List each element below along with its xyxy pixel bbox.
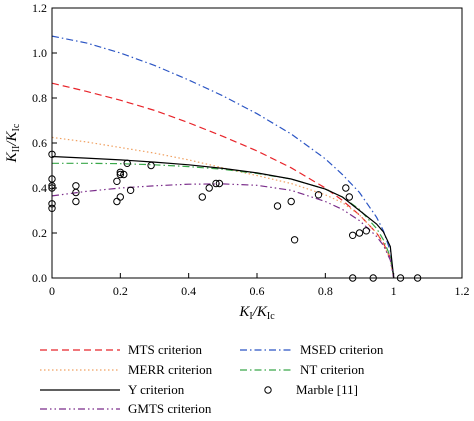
x-tick-label: 0 bbox=[49, 284, 55, 298]
x-tick-label: 0.6 bbox=[250, 284, 265, 298]
legend-label-6: GMTS criterion bbox=[128, 401, 212, 416]
legend-label-1: MSED criterion bbox=[300, 342, 384, 357]
marble-point bbox=[205, 184, 213, 192]
x-axis-label: KI/KIc bbox=[238, 304, 275, 322]
x-label-sub2: Ic bbox=[267, 311, 275, 322]
marble-point bbox=[120, 170, 128, 179]
series-line-0 bbox=[51, 82, 395, 279]
marble-point bbox=[345, 193, 353, 201]
series-line-2 bbox=[51, 136, 395, 279]
marble-point bbox=[362, 227, 370, 235]
marble-point bbox=[147, 161, 155, 170]
marble-point bbox=[212, 179, 220, 188]
x-tick-label: 0.8 bbox=[318, 284, 333, 298]
y-label-main: K bbox=[4, 151, 20, 163]
marble-point bbox=[116, 193, 125, 201]
series-line-3 bbox=[52, 162, 395, 279]
marble-point bbox=[116, 170, 125, 179]
marble-point bbox=[290, 236, 299, 244]
marble-point bbox=[113, 177, 121, 186]
marble-point bbox=[273, 202, 282, 210]
y-tick-label: 0.4 bbox=[32, 181, 47, 195]
marble-point bbox=[72, 182, 80, 190]
x-tick-label: 1.2 bbox=[455, 284, 470, 298]
marble-point bbox=[215, 179, 224, 188]
marble-point bbox=[314, 191, 323, 199]
marble-point bbox=[72, 197, 80, 206]
y-tick-label: 1.0 bbox=[32, 46, 47, 60]
y-tick-label: 0.6 bbox=[32, 136, 47, 150]
legend-swatch-5 bbox=[264, 386, 272, 394]
x-label-main: K bbox=[238, 304, 250, 320]
y-axis-label: KII/KIc bbox=[4, 123, 22, 163]
curves-layer bbox=[51, 35, 395, 279]
y-label-sub1: II bbox=[11, 146, 22, 153]
series-line-6 bbox=[51, 183, 395, 279]
marble-point bbox=[72, 188, 80, 197]
y-tick-label: 0.2 bbox=[32, 226, 47, 240]
marble-point bbox=[198, 193, 207, 201]
series-line-1 bbox=[51, 35, 395, 279]
x-tick-label: 0.4 bbox=[181, 284, 196, 298]
y-tick-label: 0.8 bbox=[32, 91, 47, 105]
ticks-layer: 0 0.2 0.4 0.6 0.8 1 1.2 0.0 0.2 0.4 0.6 0.8 1.0 1.2 bbox=[32, 1, 470, 298]
series-line-4 bbox=[51, 155, 395, 279]
marble-point bbox=[113, 197, 121, 206]
x-tick-label: 1 bbox=[391, 284, 397, 298]
legend-label-3: NT criterion bbox=[300, 362, 365, 377]
legend-label-0: MTS criterion bbox=[128, 342, 203, 357]
marble-point bbox=[355, 229, 364, 237]
y-label-sep: /K bbox=[4, 130, 20, 146]
marble-point bbox=[126, 186, 135, 195]
legend-label-5: Marble [11] bbox=[296, 382, 358, 397]
x-label-sep: /K bbox=[252, 304, 268, 320]
marble-point bbox=[349, 231, 357, 240]
y-tick-label: 1.2 bbox=[32, 1, 47, 15]
marble-point bbox=[123, 159, 131, 168]
y-label-sub2: Ic bbox=[11, 123, 22, 131]
plot-frame bbox=[51, 7, 463, 279]
y-tick-label: 0.0 bbox=[32, 271, 47, 285]
legend-label-4: Y criterion bbox=[128, 382, 185, 397]
legend-label-2: MERR criterion bbox=[128, 362, 213, 377]
marble-point bbox=[287, 197, 295, 206]
legend: MTS criterion MSED criterion MERR criterio… bbox=[40, 342, 384, 416]
marble-point bbox=[342, 184, 350, 192]
x-tick-label: 0.2 bbox=[113, 284, 128, 298]
x-label-sub1: I bbox=[249, 311, 252, 322]
